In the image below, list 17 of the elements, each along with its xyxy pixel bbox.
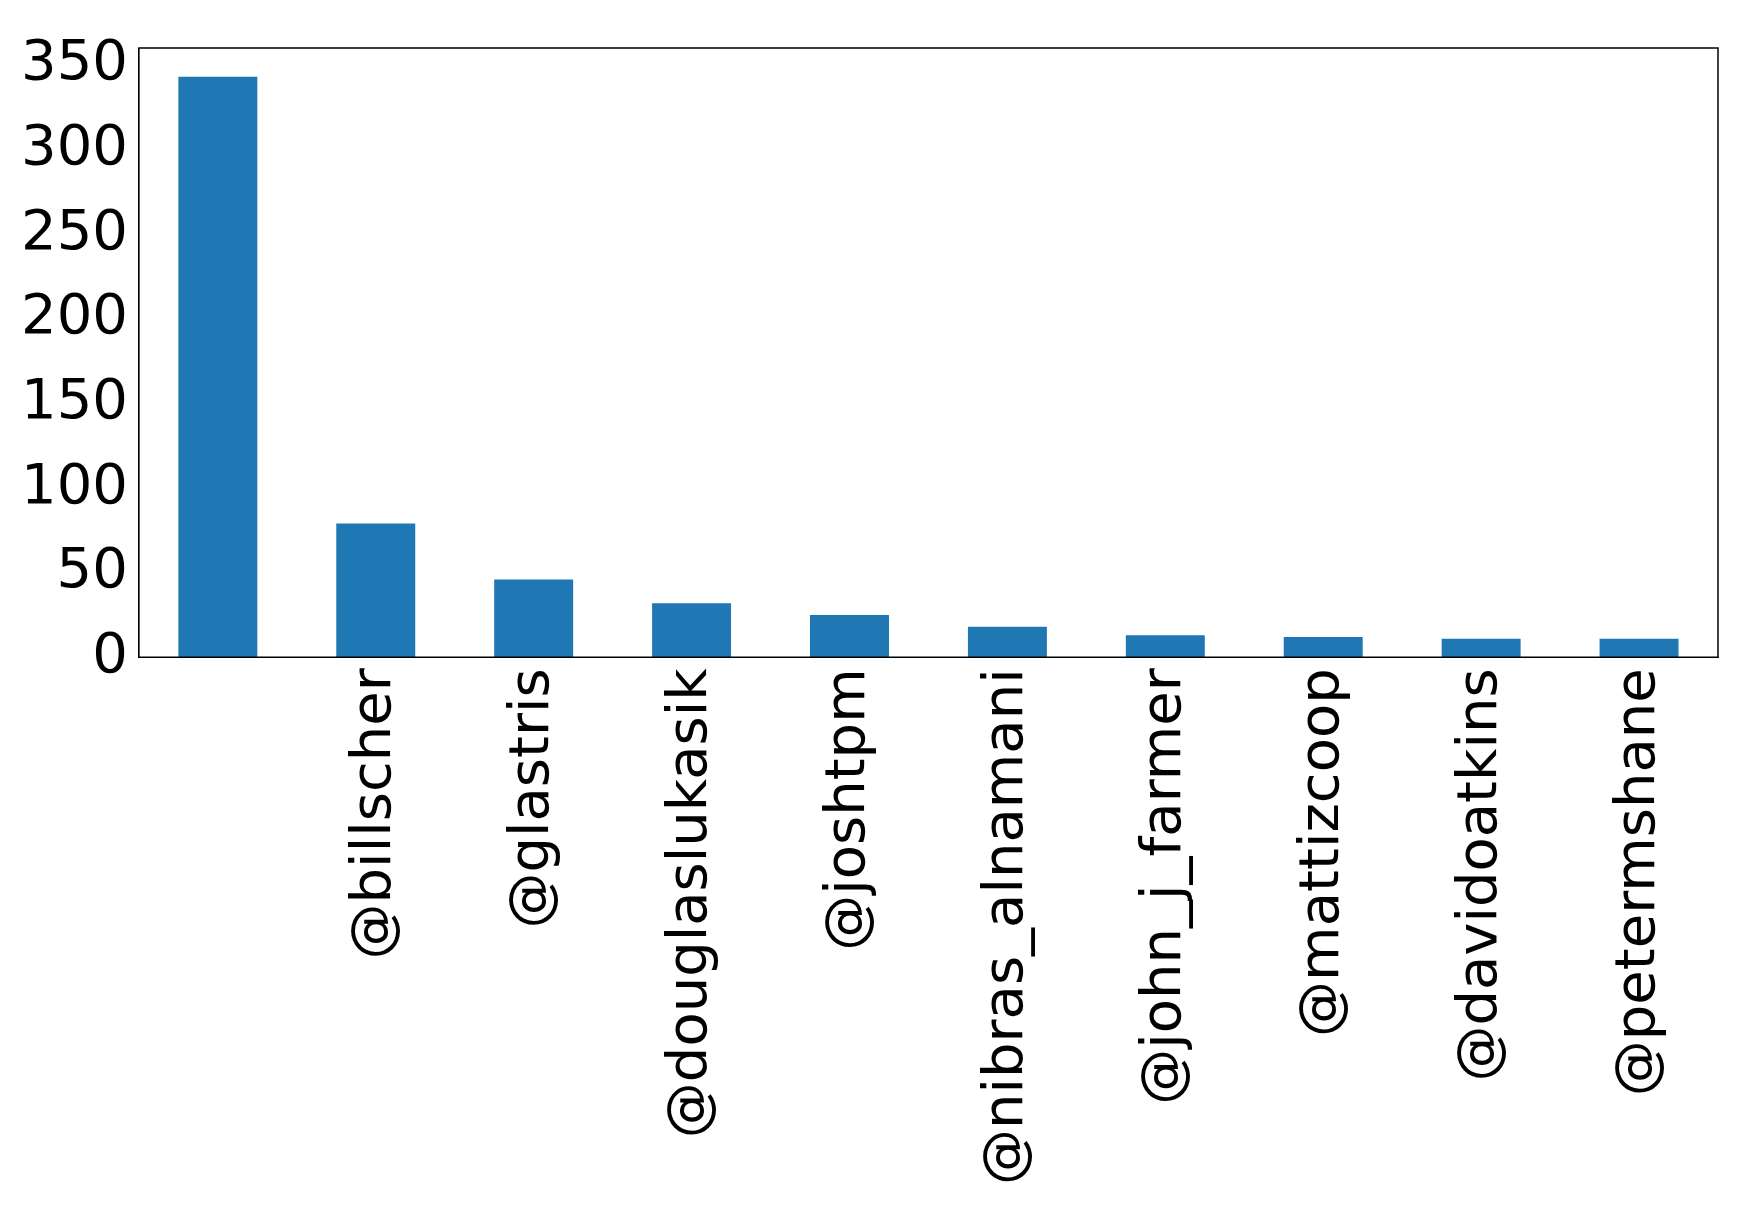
y-tick-label: 50: [56, 535, 128, 601]
y-tick-label: 0: [92, 619, 128, 685]
x-tick-label: @joshtpm: [812, 668, 878, 951]
y-tick-label: 300: [21, 112, 128, 178]
x-tick-label: @davidoatkins: [1443, 668, 1509, 1082]
x-tick-label: @douglaslukasik: [654, 667, 720, 1139]
x-tick-label: @petermshane: [1601, 668, 1667, 1097]
y-tick-label: 200: [21, 281, 128, 347]
x-tick-label: @billscher: [338, 667, 404, 960]
x-tick-label: @mattizcoop: [1285, 668, 1351, 1037]
y-tick-label: 150: [21, 365, 128, 431]
x-tick-label: @john_j_farmer: [1127, 667, 1193, 1105]
y-tick-label: 350: [21, 27, 128, 93]
y-tick-label: 100: [21, 450, 128, 516]
x-tick-label: @glastris: [496, 668, 562, 929]
x-tick-label: @nibras_alnamani: [969, 668, 1035, 1185]
y-tick-label: 250: [21, 196, 128, 262]
